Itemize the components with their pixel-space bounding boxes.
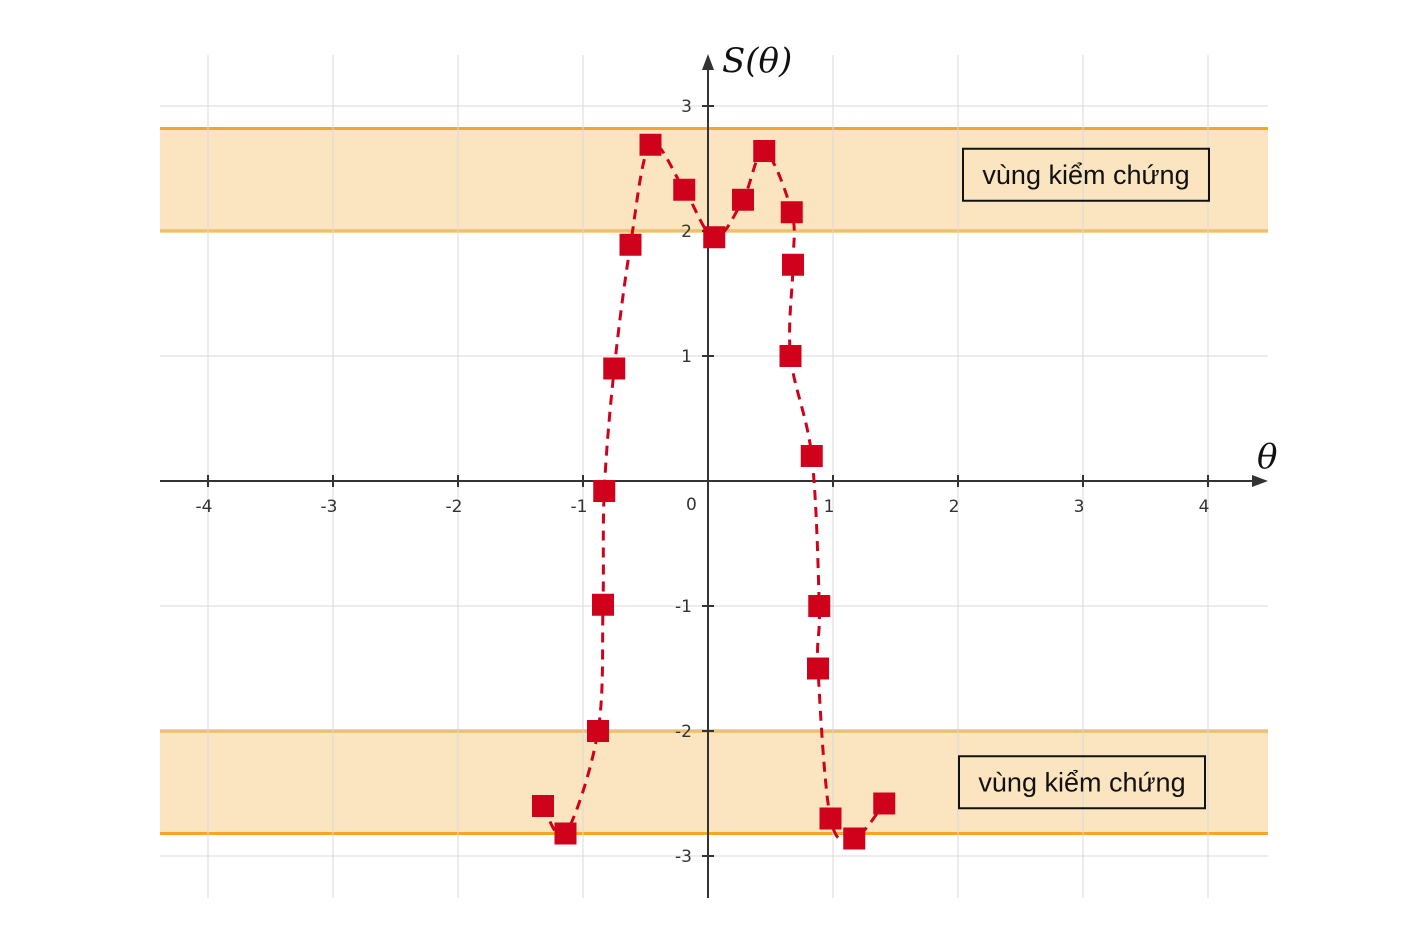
data-point-6 — [603, 357, 626, 380]
y-tick-label: 3 — [681, 97, 692, 117]
data-point-7 — [619, 233, 642, 256]
band-2-label: vùng kiểm chứng — [958, 755, 1206, 810]
band-label-text: vùng kiểm chứng — [982, 160, 1189, 190]
band-label-box — [962, 147, 1210, 202]
data-point-15 — [779, 345, 802, 367]
data-point-14 — [782, 253, 804, 276]
data-point-18 — [807, 657, 829, 680]
data-point-5 — [593, 480, 616, 502]
y-tick-label: 1 — [681, 347, 692, 367]
series-layer — [541, 141, 886, 843]
data-point-20 — [843, 827, 866, 850]
y-tick-label: 2 — [681, 222, 692, 242]
data-point-11 — [732, 188, 754, 211]
data-point-13 — [780, 201, 803, 224]
x-tick-label: 2 — [949, 497, 960, 517]
x-axis-label: θ — [1257, 437, 1277, 477]
data-point-19 — [819, 807, 842, 830]
ticks-layer: -4 -3 -2 -1 1 2 3 4 -3 -2 -1 1 2 3 — [196, 97, 1210, 867]
data-point-2 — [554, 822, 577, 845]
data-point-8 — [639, 133, 662, 156]
x-tick-label: 4 — [1199, 497, 1210, 517]
y-tick-label: -1 — [675, 597, 692, 617]
x-tick-label: 3 — [1074, 497, 1085, 517]
y-tick-label: -2 — [675, 722, 692, 742]
data-point-16 — [800, 445, 823, 467]
y-axis-label: S(θ) — [722, 41, 792, 81]
x-tick-label: -1 — [571, 497, 588, 517]
x-axis-arrow — [1252, 475, 1268, 487]
x-tick-label: -3 — [321, 497, 338, 517]
y-tick-label: -3 — [675, 847, 692, 867]
band-labels-layer: vùng kiểm chứng vùng kiểm chứng — [958, 147, 1210, 810]
x-tick-label: 1 — [824, 497, 835, 517]
data-point-12 — [753, 140, 776, 162]
data-point-4 — [592, 593, 614, 616]
data-point-21 — [873, 792, 896, 815]
data-point-9 — [673, 178, 696, 201]
origin-label: 0 — [686, 495, 697, 515]
x-tick-label: -2 — [446, 497, 463, 517]
series-dashed-line — [541, 141, 886, 843]
data-point-1 — [532, 795, 554, 817]
y-axis-arrow — [702, 54, 714, 70]
data-point-17 — [808, 595, 831, 617]
band-label-box — [958, 755, 1206, 810]
axes-layer: θ S(θ) 0 — [160, 41, 1277, 898]
band-label-text: vùng kiểm chứng — [978, 767, 1185, 797]
points-layer — [532, 133, 896, 850]
x-tick-label: -4 — [196, 497, 213, 517]
data-point-10 — [703, 226, 726, 249]
data-point-3 — [587, 720, 609, 742]
band-1-label: vùng kiểm chứng — [962, 147, 1210, 202]
